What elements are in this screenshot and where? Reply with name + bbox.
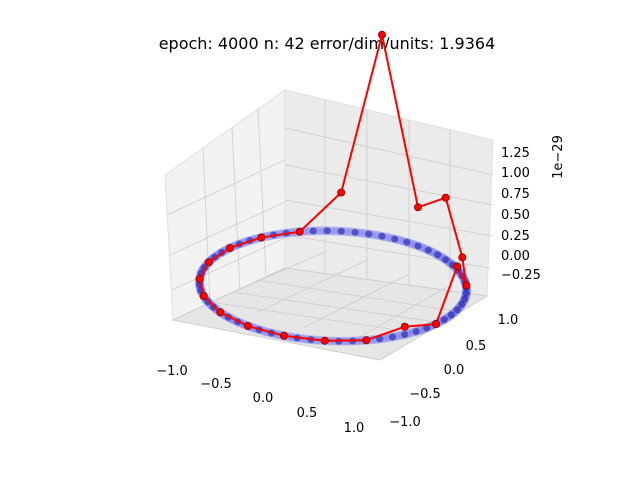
grid-line — [231, 291, 437, 323]
grid-line — [284, 267, 488, 297]
grid-line — [284, 199, 494, 237]
band-point-dark — [414, 242, 422, 250]
grid-line — [169, 201, 286, 256]
z-tick-label: 0.50 — [501, 208, 530, 223]
series-marker — [257, 233, 266, 242]
series-marker — [243, 321, 252, 330]
band-point-dark — [401, 331, 409, 338]
band-point — [329, 226, 339, 236]
series-marker — [199, 291, 208, 300]
x-tick-labels: −1.0 −0.5 0.0 0.5 1.0 — [156, 364, 364, 436]
band-point-dark — [447, 311, 455, 319]
band-point-dark — [424, 246, 432, 254]
y-tick-label: 1.0 — [498, 313, 519, 328]
band-point-dark — [204, 298, 212, 306]
series-marker — [279, 331, 288, 340]
z-tick-label: 0.75 — [501, 187, 530, 202]
band-point-dark — [210, 303, 217, 311]
grid-line — [257, 259, 368, 313]
grid-line — [166, 159, 286, 216]
series-markers — [195, 30, 471, 345]
grid-line — [202, 147, 211, 303]
series-marker — [195, 274, 204, 283]
band-point — [343, 227, 353, 237]
series-marker — [337, 188, 346, 197]
series-marker — [362, 336, 371, 345]
series-marker — [320, 336, 329, 345]
band-point-dark — [461, 295, 469, 303]
y-tick-labels: −1.0 −0.5 0.0 0.5 1.0 — [389, 313, 518, 430]
band-point — [383, 233, 393, 242]
band-point-dark — [412, 328, 420, 335]
series-marker — [225, 243, 234, 252]
band-point-dark — [323, 227, 331, 235]
band-point — [396, 236, 406, 245]
band-point — [301, 226, 311, 236]
series-marker — [204, 258, 213, 267]
band-point-dark — [453, 306, 461, 314]
series-marker — [377, 30, 386, 39]
band-point-dark — [458, 300, 466, 308]
x-tick-label: −1.0 — [156, 364, 188, 379]
y-tick-label: −1.0 — [389, 415, 421, 430]
z-tick-label: 0.25 — [501, 229, 530, 244]
band-point-dark — [389, 333, 396, 341]
band-point — [357, 228, 367, 238]
y-tick-label: 0.0 — [444, 363, 465, 378]
series-marker — [216, 308, 225, 317]
y-tick-label: 0.5 — [466, 339, 487, 354]
band-point — [381, 333, 391, 343]
series-marker — [431, 319, 440, 328]
back-pane — [284, 89, 494, 297]
band-point-dark — [309, 227, 317, 235]
band-point-dark — [434, 251, 442, 259]
series-marker — [413, 203, 422, 212]
x-tick-label: −0.5 — [200, 377, 232, 392]
x-tick-label: 0.0 — [253, 391, 274, 406]
series-marker — [458, 253, 467, 262]
z-tick-label: 1.00 — [501, 166, 530, 181]
x-tick-label: 1.0 — [344, 421, 365, 436]
band-point-dark — [462, 289, 470, 297]
grid-line — [347, 286, 448, 345]
grid-line — [284, 164, 494, 206]
band-point-dark — [403, 238, 411, 246]
grid-line — [284, 234, 491, 269]
grid-line — [256, 279, 455, 312]
grid-line — [284, 127, 494, 176]
band-point-dark — [440, 316, 448, 324]
grid-line — [172, 319, 381, 361]
grid-line — [209, 301, 419, 334]
band-point-dark — [337, 227, 345, 235]
series-marker — [462, 281, 471, 290]
band-point-dark — [365, 230, 373, 238]
band-point — [315, 226, 325, 236]
band-point-dark — [423, 324, 431, 332]
x-tick-label: 0.5 — [297, 406, 318, 421]
grid-line — [379, 295, 488, 361]
grid-line — [171, 237, 286, 291]
grid-line — [231, 127, 241, 291]
series-marker — [453, 262, 462, 271]
series-marker — [400, 322, 409, 331]
z-tick-label: −0.25 — [501, 268, 541, 283]
z-tick-labels: −0.25 0.00 0.25 0.50 0.75 1.00 1.25 — [501, 146, 541, 283]
band-point — [370, 230, 380, 240]
z-tick-label: 1.25 — [501, 146, 530, 161]
series-marker — [441, 193, 450, 202]
band-point — [394, 331, 404, 341]
band-point-dark — [442, 256, 450, 264]
chart-title: epoch: 4000 n: 42 error/dim/units: 1.936… — [159, 34, 496, 53]
grid-line — [257, 107, 267, 277]
band-point-dark — [351, 228, 359, 236]
z-tick-label: 0.00 — [501, 249, 530, 264]
grid-lines — [166, 100, 494, 361]
band-point-dark — [378, 232, 386, 240]
y-tick-label: −0.5 — [409, 387, 441, 402]
band-point-dark — [391, 235, 399, 243]
z-offset-label: 1e−29 — [551, 135, 566, 179]
series-marker — [295, 227, 304, 236]
